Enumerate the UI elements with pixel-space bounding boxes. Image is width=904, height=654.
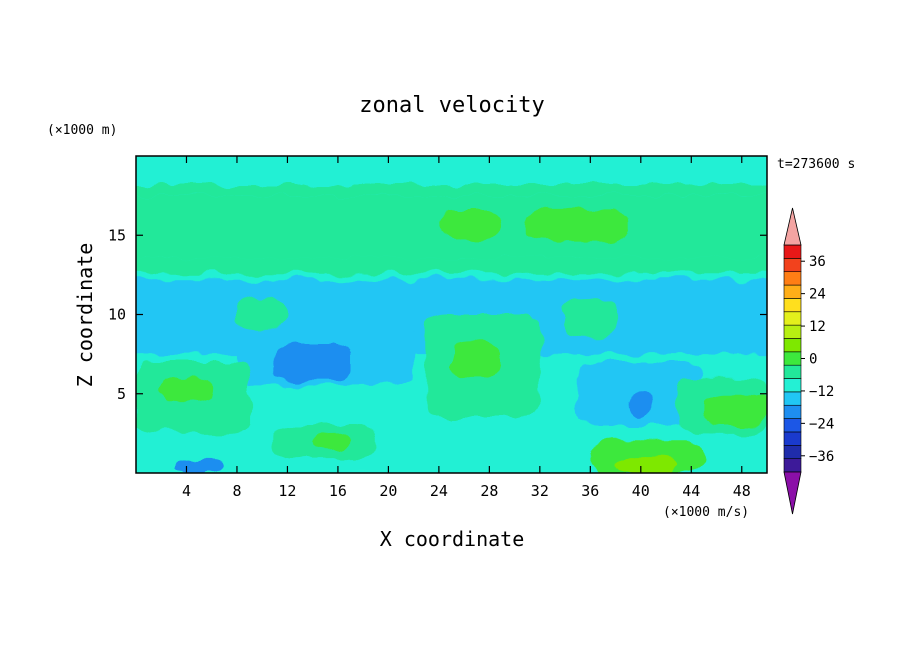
colorbar-tick-label: −12 bbox=[809, 384, 834, 400]
y-axis-ticks: 5 10 15 bbox=[108, 226, 767, 403]
y-tick-label: 5 bbox=[117, 385, 126, 403]
colorbar-segment bbox=[783, 431, 802, 446]
field-contours bbox=[136, 156, 767, 473]
field-region bbox=[703, 393, 767, 426]
y-tick-label: 15 bbox=[108, 226, 126, 244]
field-region bbox=[615, 457, 679, 473]
x-tick-label: 32 bbox=[531, 482, 549, 500]
chart-title: zonal velocity bbox=[359, 93, 544, 118]
colorbar-segment bbox=[783, 311, 802, 326]
y-tick-label: 10 bbox=[108, 306, 126, 324]
colorbar-segment bbox=[783, 404, 802, 419]
field-region bbox=[136, 273, 767, 280]
colorbar-tick-label: 24 bbox=[809, 287, 826, 303]
x-tick-label: 24 bbox=[430, 482, 448, 500]
colorbar-under-triangle bbox=[783, 471, 802, 515]
colorbar-segment bbox=[783, 418, 802, 433]
x-tick-label: 36 bbox=[581, 482, 599, 500]
field-region bbox=[173, 460, 225, 473]
field-region bbox=[136, 433, 187, 473]
x-tick-label: 20 bbox=[379, 482, 397, 500]
y-unit-label: (×1000 m) bbox=[47, 123, 117, 138]
x-tick-label: 12 bbox=[278, 482, 296, 500]
field-region bbox=[413, 417, 578, 473]
colorbar-segment bbox=[783, 391, 802, 406]
field-region bbox=[274, 343, 351, 382]
colorbar-over-triangle bbox=[783, 207, 802, 246]
x-axis-label: X coordinate bbox=[380, 527, 525, 551]
x-tick-label: 4 bbox=[182, 482, 191, 500]
time-label: t=273600 s bbox=[777, 157, 855, 172]
colorbar-tick-label: 12 bbox=[809, 319, 826, 335]
field-region bbox=[527, 209, 629, 242]
field-region bbox=[136, 257, 767, 275]
field-region bbox=[136, 156, 767, 185]
colorbar-segment bbox=[783, 458, 802, 473]
x-tick-label: 16 bbox=[329, 482, 347, 500]
field-region bbox=[236, 298, 288, 331]
colorbar-segment bbox=[783, 271, 802, 286]
colorbar-segment bbox=[783, 298, 802, 313]
colorbar-segment bbox=[783, 378, 802, 393]
colorbar-tick-label: 0 bbox=[809, 352, 817, 368]
y-axis-label: Z coordinate bbox=[73, 243, 97, 388]
field-region bbox=[628, 393, 654, 418]
field-region bbox=[438, 211, 502, 239]
colorbar-tick-label: −36 bbox=[809, 449, 834, 465]
x-tick-label: 40 bbox=[632, 482, 650, 500]
field-region bbox=[312, 433, 351, 450]
colorbar-segment bbox=[783, 364, 802, 379]
x-tick-label: 28 bbox=[480, 482, 498, 500]
x-axis-ticks: 4 8 12 16 20 24 28 32 36 40 44 48 bbox=[182, 156, 751, 500]
field-region bbox=[136, 184, 767, 196]
x-tick-label: 48 bbox=[733, 482, 751, 500]
colorbar-segment bbox=[783, 444, 802, 459]
colorbar-tick-label: 36 bbox=[809, 254, 826, 270]
colorbar-segment bbox=[783, 351, 802, 366]
colorbar-segment bbox=[783, 258, 802, 273]
field-region bbox=[703, 449, 767, 473]
field-region bbox=[161, 377, 212, 402]
colorbar-segment bbox=[783, 244, 802, 259]
x-tick-label: 44 bbox=[682, 482, 700, 500]
field-region bbox=[451, 338, 502, 378]
colorbar-segment bbox=[783, 324, 802, 339]
colorbar-segment bbox=[783, 284, 802, 299]
colorbar-segment bbox=[783, 338, 802, 353]
colorbar-tick-label: −24 bbox=[809, 416, 834, 432]
field-region bbox=[577, 362, 704, 426]
x-unit-label: (×1000 m/s) bbox=[663, 505, 749, 520]
field-region bbox=[565, 298, 616, 339]
x-tick-label: 8 bbox=[232, 482, 241, 500]
colorbar: 36 24 12 0 −12 −24 −36 bbox=[783, 207, 834, 515]
